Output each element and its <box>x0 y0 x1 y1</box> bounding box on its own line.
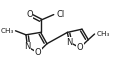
Text: Cl: Cl <box>56 10 64 19</box>
Text: O: O <box>76 43 83 52</box>
Text: CH₃: CH₃ <box>1 28 14 34</box>
Text: O: O <box>26 10 33 19</box>
Text: O: O <box>34 48 41 57</box>
Text: N: N <box>24 42 30 52</box>
Text: N: N <box>66 38 72 47</box>
Text: CH₃: CH₃ <box>95 31 109 37</box>
